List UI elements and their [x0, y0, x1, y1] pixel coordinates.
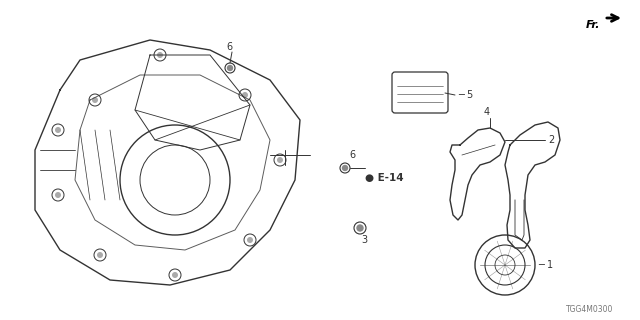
Text: 6: 6 — [226, 42, 232, 52]
Circle shape — [357, 225, 363, 231]
Circle shape — [342, 165, 348, 171]
Circle shape — [92, 97, 98, 103]
Text: TGG4M0300: TGG4M0300 — [566, 306, 614, 315]
Circle shape — [55, 192, 61, 198]
Circle shape — [247, 237, 253, 243]
Circle shape — [55, 127, 61, 133]
Circle shape — [242, 92, 248, 98]
Text: ● E-14: ● E-14 — [365, 173, 404, 183]
Circle shape — [157, 52, 163, 58]
Text: ─ 1: ─ 1 — [538, 260, 553, 270]
Circle shape — [277, 157, 283, 163]
Text: 3: 3 — [361, 235, 367, 245]
Text: 6: 6 — [349, 150, 355, 160]
Text: 4: 4 — [484, 107, 490, 117]
Text: ─ 5: ─ 5 — [458, 90, 473, 100]
Text: Fr.: Fr. — [586, 20, 600, 30]
Circle shape — [97, 252, 103, 258]
Circle shape — [227, 66, 232, 70]
Circle shape — [172, 272, 178, 278]
Text: 2: 2 — [548, 135, 554, 145]
